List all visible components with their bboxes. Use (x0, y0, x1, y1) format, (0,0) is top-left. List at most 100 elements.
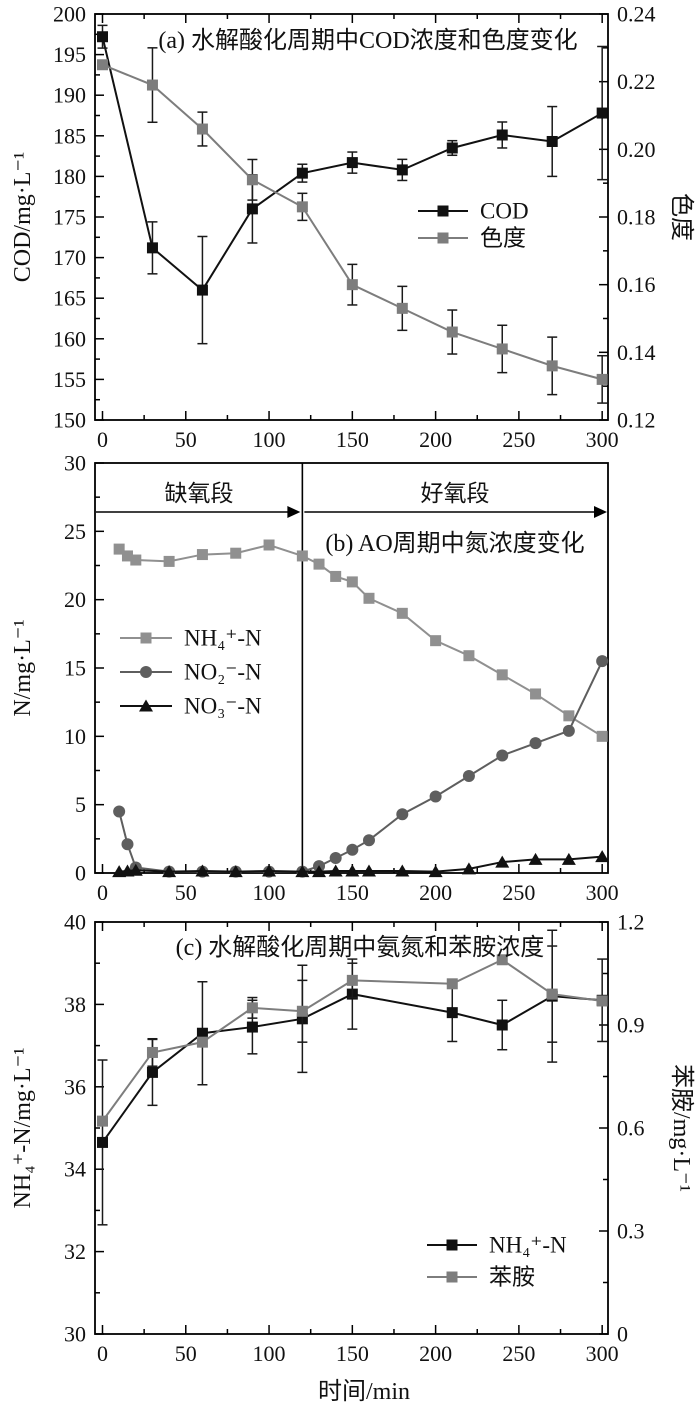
chart-b-yleft-tick-label: 25 (64, 519, 86, 544)
series-marker-no2 (346, 843, 359, 856)
series-marker-nh4 (346, 576, 358, 588)
chart-b-x-tick-label: 150 (336, 880, 369, 905)
chart-c-legend: NH₄⁺-N 苯胺 (427, 1233, 567, 1290)
series-marker-sedu (396, 302, 408, 314)
series-marker-cod (146, 242, 158, 254)
chart-b-x-tick-label: 0 (97, 880, 108, 905)
series-marker-nh4 (113, 543, 125, 555)
chart-a-yright-tick-label: 0.16 (617, 272, 656, 297)
series-marker-no3 (295, 865, 310, 878)
chart-a-yleft-tick-label: 165 (53, 286, 86, 311)
series-marker-nh4 (130, 554, 142, 566)
chart-a-series-sedu (96, 47, 608, 404)
chart-b-x-tick-label: 250 (502, 880, 535, 905)
legend-item-label: NH₄⁺-N (184, 626, 262, 651)
legend-key-marker (437, 205, 449, 217)
series-marker-nh4 (496, 669, 508, 681)
chart-b-x-tick-label: 200 (419, 880, 452, 905)
series-marker-cod (196, 284, 208, 296)
chart-c-yright-tick-label: 1.2 (617, 910, 645, 935)
series-marker-nh4 (596, 730, 608, 742)
chart-b: 0 50 100 150 200 250 300 0 5 10 15 20 25 30 NH₄⁺-N NO₂⁻… (64, 451, 619, 906)
region-arrow-head (594, 506, 607, 518)
chart-a-yright-tick-label: 0.22 (617, 69, 656, 94)
series-marker-no3 (561, 852, 576, 865)
legend-key-marker (140, 666, 152, 678)
series-marker-aniline (296, 1005, 308, 1017)
series-marker-nh4 (330, 570, 342, 582)
chart-b-x-tick-label: 300 (586, 880, 619, 905)
series-marker-sedu (346, 279, 358, 291)
chart-a-yright-tick-label: 0.12 (617, 408, 656, 433)
chart-b-axes: 0 50 100 150 200 250 300 0 5 10 15 20 25 30 (64, 451, 619, 906)
chart-c: 0 50 100 150 200 250 300 30 32 34 36 38 40 0 0.3 0.6 0.9… (64, 910, 645, 1367)
series-marker-nh4c (196, 1027, 208, 1039)
chart-c-x-tick-label: 150 (336, 1341, 369, 1366)
chart-c-x-tick-label: 200 (419, 1341, 452, 1366)
series-marker-no3 (595, 850, 610, 863)
chart-c-yleft-axis-label: NH₄⁺-N/mg·L⁻¹ (10, 1048, 36, 1209)
chart-c-yleft-tick-label: 34 (64, 1157, 86, 1182)
series-marker-no2 (113, 805, 126, 818)
chart-c-yleft-tick-label: 40 (64, 910, 86, 935)
legend-item-label: NO₂⁻-N (184, 660, 262, 685)
chart-a-yleft-tick-label: 160 (53, 326, 86, 351)
chart-c-x-tick-label: 250 (502, 1341, 535, 1366)
chart-a-yleft-tick-label: 195 (53, 42, 86, 67)
series-marker-no3 (162, 865, 177, 878)
chart-a-title: (a) 水解酸化周期中COD浓度和色度变化 (158, 27, 577, 54)
chart-a-yleft-tick-label: 185 (53, 123, 86, 148)
chart-a-x-tick-label: 100 (253, 427, 286, 452)
aerobic-region-label: 好氧段 (421, 481, 490, 506)
chart-a-yright-tick-label: 0.24 (617, 2, 656, 27)
chart-c-x-tick-label: 50 (175, 1341, 197, 1366)
series-marker-no2 (429, 790, 442, 803)
series-marker-sedu (546, 360, 558, 372)
chart-b-title: (b) AO周期中氮浓度变化 (325, 530, 584, 557)
x-axis-label: 时间/min (318, 1378, 410, 1405)
chart-b-yleft-tick-label: 30 (64, 451, 86, 476)
anoxic-region-label: 缺氧段 (165, 481, 234, 506)
chart-b-series-nh4 (113, 539, 608, 742)
chart-a-yleft-tick-label: 200 (53, 2, 86, 27)
chart-c-title: (c) 水解酸化周期中氨氮和苯胺浓度 (176, 934, 545, 961)
series-marker-nh4 (230, 547, 242, 559)
chart-a-yleft-tick-label: 150 (53, 408, 86, 433)
series-marker-aniline (246, 1002, 258, 1014)
chart-b-series-no3 (112, 850, 610, 878)
chart-a-yleft-tick-label: 175 (53, 205, 86, 230)
chart-c-series-aniline (96, 945, 608, 1127)
chart-a-x-tick-label: 300 (586, 427, 619, 452)
series-marker-aniline (446, 978, 458, 990)
series-marker-nh4 (430, 635, 442, 647)
series-marker-no2 (462, 769, 475, 782)
chart-a-yright-tick-label: 0.18 (617, 205, 656, 230)
chart-a-yleft-tick-label: 155 (53, 367, 86, 392)
series-marker-nh4 (163, 555, 175, 567)
chart-a-yright-tick-label: 0.14 (617, 340, 656, 365)
chart-c-x-tick-label: 300 (586, 1341, 619, 1366)
chart-c-yright-tick-label: 0 (617, 1322, 628, 1347)
legend-item-label: NO₃⁻-N (184, 694, 262, 719)
series-marker-nh4c (496, 1019, 508, 1031)
series-marker-sedu (146, 79, 158, 91)
series-marker-aniline (346, 974, 358, 986)
chart-a-yleft-tick-label: 190 (53, 83, 86, 108)
series-marker-cod (546, 135, 558, 147)
chart-b-yleft-tick-label: 0 (75, 861, 86, 886)
chart-b-legend: NH₄⁺-N NO₂⁻-N NO₃⁻-N (120, 626, 262, 719)
chart-a: 0 50 100 150 200 250 300 150 155 160 165 170 175 180 1… (53, 2, 656, 453)
series-marker-aniline (146, 1046, 158, 1058)
legend-key-marker (437, 232, 449, 244)
series-marker-no2 (562, 724, 575, 737)
series-marker-no2 (396, 808, 409, 821)
chart-a-x-tick-label: 250 (502, 427, 535, 452)
series-marker-nh4c (446, 1007, 458, 1019)
series-marker-no3 (428, 865, 443, 878)
series-marker-cod (496, 129, 508, 141)
series-marker-no2 (529, 737, 542, 750)
legend-key-marker (446, 1271, 458, 1283)
series-marker-cod (396, 164, 408, 176)
